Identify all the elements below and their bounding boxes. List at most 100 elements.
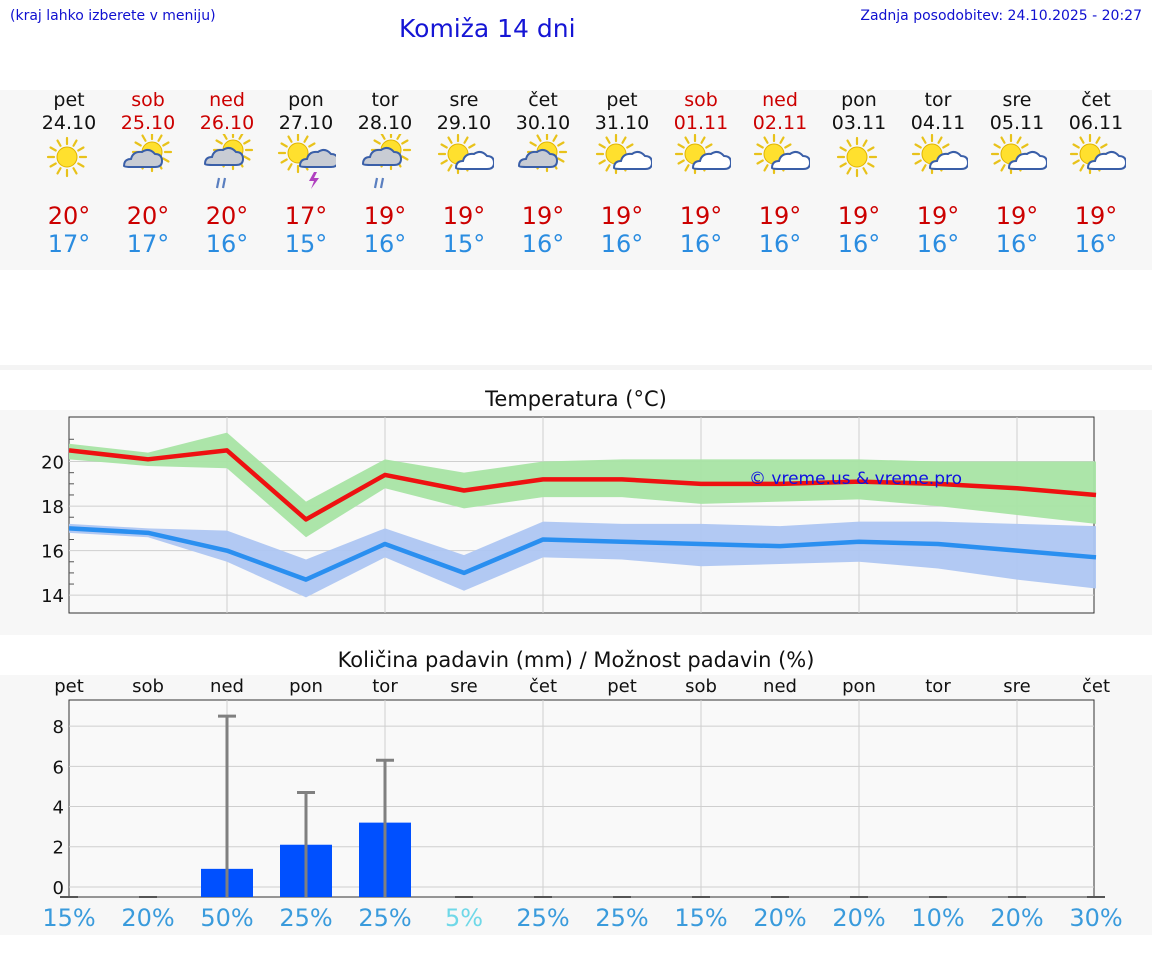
max-temperature: 19°	[916, 202, 960, 230]
weather-icon-holder	[1056, 133, 1136, 202]
watermark: © vreme.us & vreme.pro	[749, 469, 962, 489]
day-column: pet 31.10 19° 16°	[582, 88, 662, 258]
weather-icon-holder	[503, 131, 583, 202]
weather-icon-holder	[345, 129, 425, 202]
daily-forecast: pet 24.10 20° 17° sob 25.10 20° 17° ned 26.10 20° 1…	[0, 88, 1152, 273]
sun-cloud-icon	[753, 133, 812, 175]
sun-cloud-icon	[674, 133, 733, 175]
sun-cloud-icon	[1069, 133, 1128, 175]
weather-icon-holder	[582, 133, 662, 202]
x-tick-label: čet	[529, 676, 557, 697]
y-tick-label: 4	[53, 798, 64, 819]
precipitation-probability: 25%	[358, 904, 411, 932]
day-date: 04.11	[910, 112, 966, 134]
day-column: sob 01.11 19° 16°	[661, 88, 741, 258]
min-temperature: 16°	[363, 230, 407, 258]
sun-cloud-icon	[990, 133, 1049, 175]
day-date: 27.10	[278, 112, 334, 134]
plot-area	[68, 699, 1095, 898]
day-date: 26.10	[199, 112, 255, 134]
max-temperature: 20°	[205, 202, 249, 230]
max-temperature: 19°	[758, 202, 802, 230]
day-name: čet	[1081, 89, 1111, 111]
sunny-icon	[46, 136, 88, 178]
temperature-chart: 14 16 18 20 © vreme.us & vreme.pro	[41, 416, 1097, 614]
day-date: 28.10	[357, 112, 413, 134]
day-name: sob	[131, 89, 165, 111]
min-temperature: 16°	[205, 230, 249, 258]
max-temperature: 19°	[837, 202, 881, 230]
precipitation-probability: 15%	[42, 904, 95, 932]
temperature-line	[68, 448, 1097, 522]
day-column: ned 26.10 20° 16°	[187, 88, 267, 258]
day-name: pet	[53, 89, 85, 111]
day-date: 01.11	[673, 112, 729, 134]
location-menu-hint[interactable]: (kraj lahko izberete v meniju)	[10, 8, 216, 24]
max-temperature: 19°	[521, 202, 565, 230]
day-date: 06.11	[1068, 112, 1124, 134]
x-tick-label: pon	[842, 676, 876, 697]
day-name: pon	[841, 89, 877, 111]
cloudy-sun-icon	[517, 131, 568, 173]
rain-cloud-sun-icon	[361, 129, 412, 189]
day-name: pet	[606, 89, 638, 111]
day-column: tor 28.10 19° 16°	[345, 88, 425, 258]
day-column: pet 24.10 20° 17°	[29, 88, 109, 258]
temperature-line	[68, 526, 1097, 582]
min-temperature: 15°	[442, 230, 486, 258]
weather-icon-holder	[661, 133, 741, 202]
x-tick-label: sob	[132, 676, 164, 697]
sunny-icon	[836, 136, 878, 178]
day-date: 05.11	[989, 112, 1045, 134]
day-name: sre	[449, 89, 479, 111]
weather-icon-holder	[187, 129, 267, 202]
day-column: sob 25.10 20° 17°	[108, 88, 188, 258]
day-name: tor	[371, 89, 399, 111]
min-temperature: 16°	[600, 230, 644, 258]
day-date: 30.10	[515, 112, 571, 134]
sun-cloud-icon	[911, 133, 970, 175]
weather-icon-holder	[108, 131, 188, 202]
y-tick-label: 8	[53, 717, 64, 738]
y-tick-label: 16	[41, 542, 64, 563]
y-tick-label: 2	[53, 838, 64, 859]
y-tick-label: 18	[41, 497, 64, 518]
precipitation-probability: 10%	[911, 904, 964, 932]
y-tick-label: 14	[41, 586, 64, 607]
last-updated: Zadnja posodobitev: 24.10.2025 - 20:27	[860, 8, 1142, 24]
day-name: pon	[288, 89, 324, 111]
sun-cloud-icon	[595, 133, 654, 175]
weather-icon-holder	[898, 133, 978, 202]
day-name: ned	[762, 89, 798, 111]
precipitation-probability: 20%	[753, 904, 806, 932]
x-tick-label: ned	[210, 676, 244, 697]
x-tick-label: pet	[54, 676, 84, 697]
day-column: ned 02.11 19° 16°	[740, 88, 820, 258]
weather-icon-holder	[266, 132, 346, 202]
precipitation-probability: 5%	[445, 904, 483, 932]
min-temperature: 16°	[679, 230, 723, 258]
x-tick-label: tor	[372, 676, 398, 697]
x-tick-label: pon	[289, 676, 323, 697]
min-temperature: 16°	[521, 230, 565, 258]
precipitation-probability: 25%	[279, 904, 332, 932]
day-name: čet	[528, 89, 558, 111]
y-tick-label: 6	[53, 757, 64, 778]
x-tick-label: čet	[1082, 676, 1110, 697]
day-column: čet 30.10 19° 16°	[503, 88, 583, 258]
day-column: sre 05.11 19° 16°	[977, 88, 1057, 258]
min-temperature: 16°	[837, 230, 881, 258]
max-temperature: 19°	[679, 202, 723, 230]
forecast-band	[0, 90, 1152, 270]
min-temperature: 17°	[126, 230, 170, 258]
x-tick-label: sre	[1003, 676, 1030, 697]
x-tick-label: sob	[685, 676, 717, 697]
rain-cloud-sun-icon	[203, 129, 254, 189]
day-name: sob	[684, 89, 718, 111]
min-temperature: 15°	[284, 230, 328, 258]
x-tick-label: tor	[925, 676, 951, 697]
weather-icon-holder	[424, 133, 504, 202]
min-temperature: 16°	[916, 230, 960, 258]
weather-icon-holder	[977, 133, 1057, 202]
max-temperature: 19°	[442, 202, 486, 230]
